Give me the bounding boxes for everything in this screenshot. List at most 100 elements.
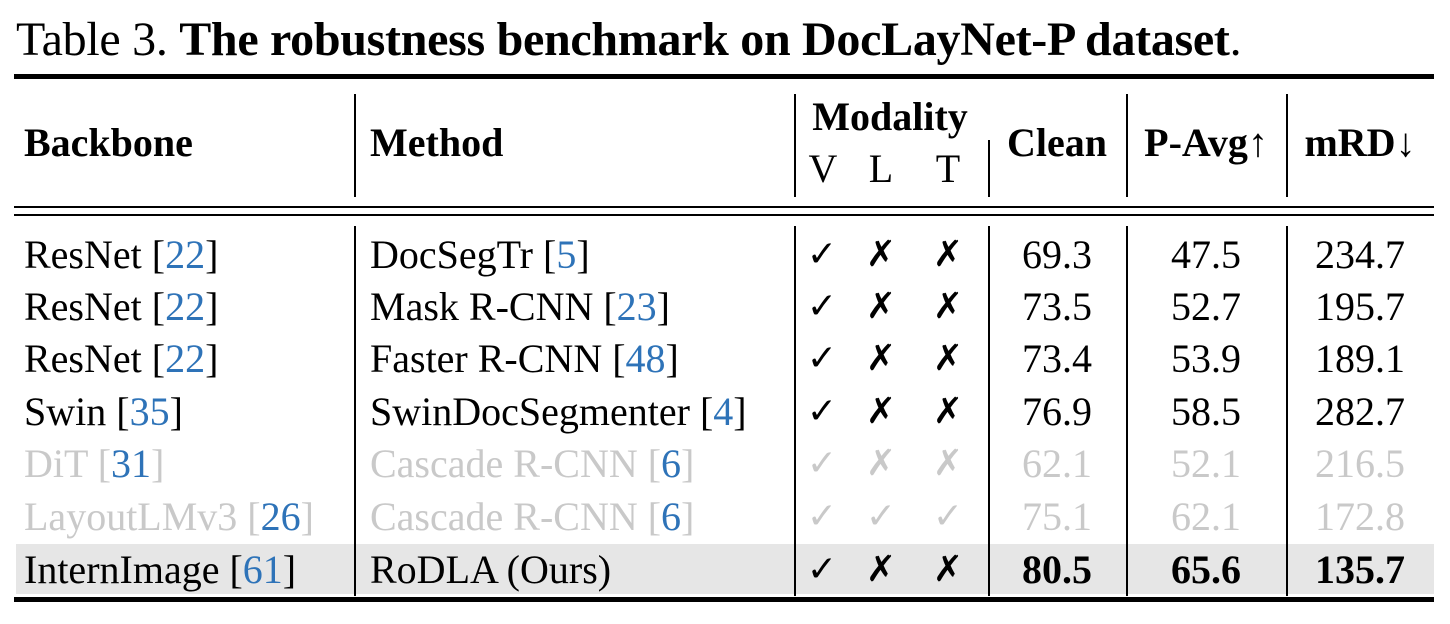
clean-value: 75.1 [1022,494,1092,539]
citation-link: 4 [713,389,734,434]
bracket-close: ] [300,494,314,539]
backbone-cell: ResNet [22] [24,336,218,382]
bracket-close: ] [282,547,297,592]
modality-l-mark: ✗ [865,391,897,432]
citation-link: 5 [556,232,577,277]
modality-v-mark: ✓ [806,234,838,275]
clean-value: 80.5 [1022,547,1092,592]
modality-l-mark: ✗ [865,338,897,379]
divider [988,140,990,197]
pavg-value: 58.5 [1171,389,1241,434]
bottom-rule [14,597,1434,602]
modality-v-mark: ✓ [806,549,838,590]
modality-t-mark: ✗ [932,286,964,327]
modality-l-mark: ✗ [865,549,897,590]
header-backbone: Backbone [24,120,193,165]
mrd-value: 282.7 [1315,389,1405,434]
backbone-cell: ResNet [22] [24,284,218,330]
method-name: Mask R-CNN [ [370,284,617,329]
header-modality-t: T [935,146,961,191]
backbone-name: ResNet [ [24,284,166,329]
bracket-close: ] [681,494,695,539]
citation-link: 61 [242,547,283,592]
bracket-close: ] [169,389,183,434]
mrd-value: 135.7 [1315,547,1405,592]
bracket-close: ] [205,284,219,329]
clean-value: 69.3 [1022,232,1092,277]
backbone-name: Swin [ [24,389,130,434]
bracket-close: ] [205,232,219,277]
modality-t-mark: ✗ [932,443,964,484]
header-modality-v: V [808,146,838,191]
backbone-name: ResNet [ [24,232,166,277]
method-cell: Cascade R-CNN [6] [370,494,694,540]
citation-link: 6 [661,494,682,539]
modality-v-mark: ✓ [806,338,838,379]
pavg-value: 53.9 [1171,336,1241,381]
citation-link: 23 [616,284,657,329]
backbone-name: ResNet [ [24,336,166,381]
modality-t-mark: ✗ [932,549,964,590]
bracket-close: ] [576,232,590,277]
header-pavg: P-Avg↑ [1144,120,1268,165]
method-name: DocSegTr [ [370,232,557,277]
modality-l-mark: ✗ [865,443,897,484]
bracket-close: ] [656,284,670,329]
header-modality-l: L [868,146,894,191]
divider [1126,94,1128,197]
header-clean: Clean [1007,120,1107,165]
clean-value: 76.9 [1022,389,1092,434]
method-cell: Mask R-CNN [23] [370,284,670,330]
clean-value: 62.1 [1022,441,1092,486]
clean-value: 73.4 [1022,336,1092,381]
method-cell: SwinDocSegmenter [4] [370,389,747,435]
modality-t-mark: ✓ [932,496,964,537]
bracket-close: ] [151,441,165,486]
method-name: Cascade R-CNN [ [370,441,662,486]
backbone-name: LayoutLMv3 [ [24,494,261,539]
header-rule-1 [14,206,1434,208]
highlight-row-bg [16,544,1434,594]
modality-v-mark: ✓ [806,391,838,432]
top-rule [14,74,1434,79]
header-method: Method [370,120,504,165]
pavg-value: 62.1 [1171,494,1241,539]
method-name: SwinDocSegmenter [ [370,389,714,434]
clean-value: 73.5 [1022,284,1092,329]
caption-period: . [1229,13,1242,66]
table-caption: Table 3. The robustness benchmark on Doc… [16,10,1242,70]
mrd-value: 195.7 [1315,284,1405,329]
modality-t-mark: ✗ [932,338,964,379]
bracket-close: ] [205,336,219,381]
modality-v-mark: ✓ [806,443,838,484]
citation-link: 6 [661,441,682,486]
modality-v-mark: ✓ [806,496,838,537]
mrd-value: 216.5 [1315,441,1405,486]
backbone-name: InternImage [ [24,547,243,592]
backbone-cell: LayoutLMv3 [26] [24,494,314,540]
backbone-cell: InternImage [61] [24,547,296,593]
citation-link: 35 [129,389,170,434]
method-cell: Faster R-CNN [48] [370,336,679,382]
modality-l-mark: ✗ [865,234,897,275]
bracket-close: ] [665,336,679,381]
divider [794,94,796,197]
divider [1286,94,1288,197]
method-cell: Cascade R-CNN [6] [370,441,694,487]
divider [354,94,356,197]
bracket-close: ] [681,441,695,486]
divider [988,226,990,596]
mrd-value: 189.1 [1315,336,1405,381]
backbone-name: DiT [ [24,441,112,486]
divider [1286,226,1288,596]
method-cell: DocSegTr [5] [370,232,590,278]
divider [794,226,796,596]
backbone-cell: ResNet [22] [24,232,218,278]
citation-link: 31 [111,441,152,486]
caption-prefix: Table 3. [16,13,168,66]
method-cell: RoDLA (Ours) [370,547,611,593]
citation-link: 22 [165,336,206,381]
pavg-value: 65.6 [1171,547,1241,592]
backbone-cell: Swin [35] [24,389,183,435]
pavg-value: 52.7 [1171,284,1241,329]
